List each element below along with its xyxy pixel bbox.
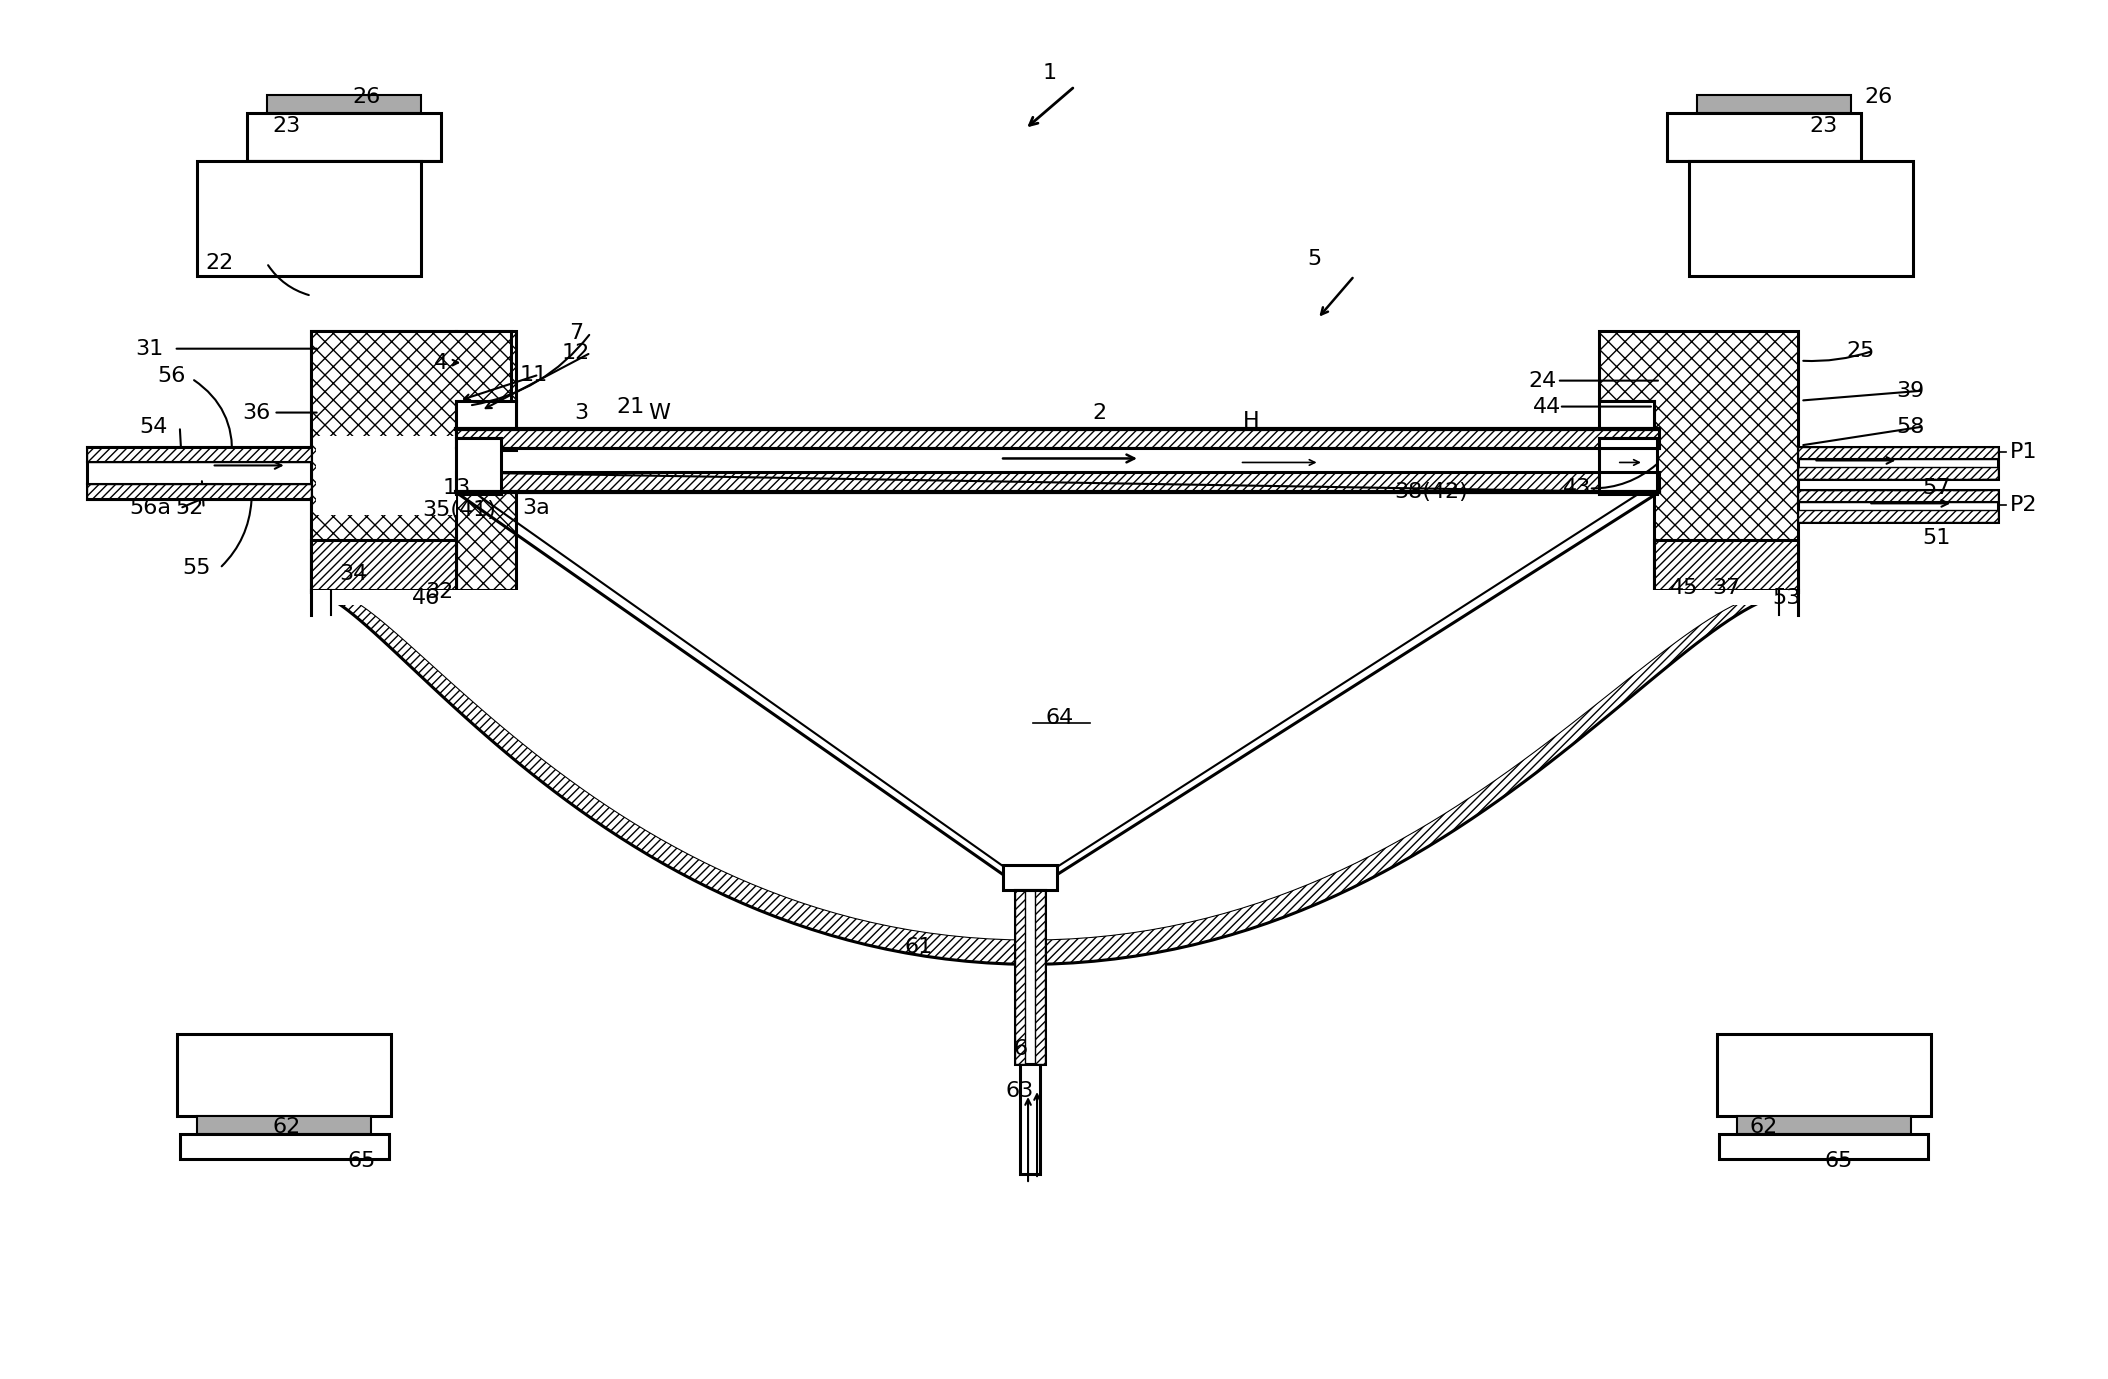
Text: 54: 54 — [139, 416, 169, 437]
Text: 23: 23 — [272, 116, 301, 137]
Bar — [247, 113, 441, 161]
Bar — [455, 429, 1659, 448]
Bar — [1697, 95, 1851, 113]
Bar — [1598, 400, 1655, 451]
Text: 35(41): 35(41) — [422, 501, 495, 520]
Text: 32: 32 — [426, 582, 453, 603]
Text: 6: 6 — [1014, 1040, 1027, 1059]
Text: 31: 31 — [135, 339, 164, 359]
Text: 25: 25 — [1847, 341, 1874, 361]
Text: 39: 39 — [1897, 381, 1925, 401]
Polygon shape — [312, 331, 510, 590]
Bar — [1035, 889, 1046, 1065]
Text: 21: 21 — [618, 397, 645, 416]
Text: 61: 61 — [904, 938, 932, 957]
Bar — [455, 448, 1659, 473]
Bar — [455, 451, 516, 590]
Text: 11: 11 — [521, 364, 548, 385]
Text: 24: 24 — [1528, 371, 1556, 390]
Bar — [1667, 113, 1861, 161]
Bar — [1003, 865, 1056, 889]
Polygon shape — [1031, 592, 1798, 964]
Bar — [1016, 889, 1046, 1065]
Text: 26: 26 — [352, 87, 382, 108]
Text: 4: 4 — [434, 353, 449, 372]
Bar — [312, 331, 455, 590]
Text: 51: 51 — [1922, 528, 1950, 549]
Text: 1: 1 — [1043, 63, 1056, 83]
Bar — [1798, 448, 1998, 480]
Bar — [1716, 1034, 1931, 1116]
Bar — [1737, 1116, 1912, 1134]
Text: W: W — [647, 403, 670, 422]
Bar — [455, 473, 1659, 492]
Bar — [1798, 491, 1998, 502]
Bar — [312, 590, 1798, 605]
Bar — [455, 331, 516, 400]
Bar — [196, 161, 422, 276]
Bar — [86, 448, 312, 499]
Bar — [86, 448, 312, 462]
Polygon shape — [312, 592, 1779, 939]
Text: 63: 63 — [1006, 1081, 1035, 1102]
Text: 38(42): 38(42) — [1393, 483, 1467, 502]
Bar — [1798, 510, 1998, 523]
Text: 12: 12 — [563, 342, 590, 363]
Bar — [1020, 1065, 1039, 1174]
Bar — [1689, 161, 1914, 276]
Text: 13: 13 — [443, 479, 470, 498]
Bar — [455, 400, 516, 451]
Polygon shape — [1598, 331, 1798, 590]
Text: 26: 26 — [1863, 87, 1893, 108]
Text: 57: 57 — [1922, 479, 1950, 498]
Text: 44: 44 — [1533, 397, 1562, 416]
Text: 46: 46 — [413, 589, 441, 608]
Text: 22: 22 — [207, 252, 234, 273]
Bar — [316, 436, 455, 516]
Bar — [1798, 448, 1998, 459]
Text: 5: 5 — [1307, 248, 1322, 269]
Bar — [177, 1034, 392, 1116]
Text: 56: 56 — [158, 365, 186, 386]
Bar — [1655, 541, 1798, 590]
Text: 34: 34 — [339, 564, 367, 585]
Text: P2: P2 — [2011, 495, 2038, 516]
Bar — [1718, 1134, 1929, 1160]
Text: 3: 3 — [573, 403, 588, 422]
Text: 36: 36 — [242, 403, 270, 422]
Text: 64: 64 — [1046, 707, 1075, 728]
Text: 53: 53 — [1773, 589, 1800, 608]
Bar — [196, 1116, 371, 1134]
Bar — [179, 1134, 390, 1160]
Text: 62: 62 — [272, 1117, 301, 1138]
Text: 55: 55 — [183, 558, 211, 578]
Bar — [86, 484, 312, 499]
Text: H: H — [1244, 411, 1261, 430]
Bar — [1598, 437, 1657, 495]
Text: 43: 43 — [1562, 479, 1592, 498]
Polygon shape — [312, 592, 1031, 964]
Text: 23: 23 — [1809, 116, 1838, 137]
Bar — [455, 400, 516, 451]
Text: 2: 2 — [1092, 403, 1107, 422]
Bar — [1016, 889, 1024, 1065]
Bar — [1798, 491, 1998, 523]
Text: 62: 62 — [1750, 1117, 1777, 1138]
Text: P1: P1 — [2011, 443, 2038, 462]
Bar — [1798, 467, 1998, 480]
Text: 56a: 56a — [129, 498, 171, 519]
Bar — [312, 541, 455, 590]
Text: 7: 7 — [569, 323, 584, 343]
Text: 52: 52 — [175, 498, 204, 519]
Text: 45: 45 — [1670, 578, 1697, 598]
Bar — [266, 95, 422, 113]
Text: 65: 65 — [348, 1151, 375, 1171]
Text: 65: 65 — [1823, 1151, 1853, 1171]
Text: 37: 37 — [1712, 578, 1741, 598]
Text: 58: 58 — [1895, 416, 1925, 437]
Bar — [455, 437, 502, 495]
Text: 3a: 3a — [523, 498, 550, 519]
